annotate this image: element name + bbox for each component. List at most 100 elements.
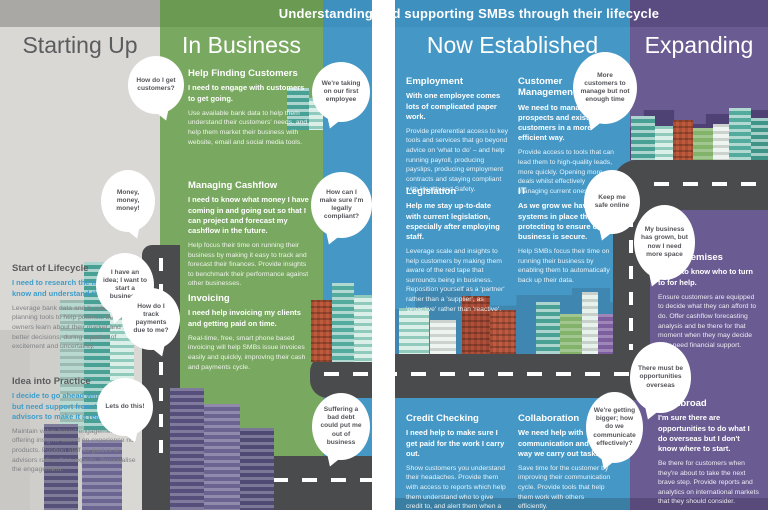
section-need: I need help invoicing my clients and get… (188, 308, 301, 328)
building (693, 128, 713, 160)
bubble-text: More customers to manage but not enough … (580, 71, 630, 104)
bubble-text: I have an idea; I want to start a busine… (103, 268, 147, 301)
section-body: Show customers you understand their head… (406, 464, 506, 510)
section-body: Maintain value-based engagement, offerin… (12, 427, 136, 474)
section-body: Leverage scale and insights to help cust… (406, 247, 505, 313)
section-it: IT As we grow we have more systems in pl… (518, 186, 614, 285)
section-heading: Employment (406, 76, 464, 87)
section-need: I need to research the market so I know … (12, 278, 137, 298)
section-need: I'm sure there are opportunities to do w… (658, 413, 750, 453)
section-idea-into-practice: Idea into Practice I decide to go ahead … (12, 376, 140, 475)
section-customer-management: Customer Management We need to manage ne… (518, 76, 614, 196)
bubble-text: Suffering a bad debt could put me out of… (320, 405, 362, 446)
building (82, 440, 122, 510)
speech-bubble: How do I track payments due to me? (122, 288, 180, 350)
section-body: Provide preferential access to key tools… (406, 127, 509, 193)
road-dashes (654, 182, 768, 186)
section-body: Help SMBs focus their time on running th… (518, 247, 610, 284)
column-title-in-business: In Business (182, 32, 301, 58)
building (729, 108, 751, 160)
bubble-text: How do I track payments due to me? (133, 302, 169, 335)
building (311, 300, 332, 362)
bubble-text: We're getting bigger; how do we communic… (593, 406, 636, 447)
building (240, 428, 274, 510)
section-help-finding-customers: Help Finding Customers I need to engage … (188, 68, 310, 147)
building (354, 295, 372, 362)
section-need: We need help with communication and the … (518, 428, 603, 458)
building (673, 120, 693, 160)
section-heading: IT (518, 186, 527, 197)
bubble-text: How do I get customers? (136, 76, 176, 92)
section-managing-cashflow: Managing Cashflow I need to know what mo… (188, 180, 312, 289)
section-need: Help me stay up-to-date with current leg… (406, 201, 500, 241)
section-need: With one employee comes lots of complica… (406, 91, 501, 121)
speech-bubble: More customers to manage but not enough … (573, 52, 637, 124)
section-need: We need to manage new prospects and exis… (518, 102, 605, 143)
section-heading: Customer Management (518, 76, 577, 99)
building (332, 283, 354, 362)
road-dashes (159, 258, 163, 458)
section-employment: Employment With one employee comes lots … (406, 76, 508, 194)
speech-bubble: There must be opportunities overseas (630, 342, 691, 413)
building (713, 124, 729, 160)
bubble-text: Keep me safe online (594, 193, 630, 209)
building (751, 118, 768, 160)
section-body: Help focus their time on running their b… (188, 241, 309, 288)
road-dashes (186, 478, 386, 482)
building (536, 302, 560, 354)
bubble-text: Lets do this! (105, 402, 145, 410)
title-bar-green (160, 0, 323, 27)
building (204, 404, 240, 510)
building (560, 314, 582, 354)
section-need: I need help to make sure I get paid for … (406, 428, 505, 458)
section-heading: Start of Lifecycle (12, 263, 89, 274)
section-need: I need to know who to turn to for help. (658, 267, 753, 287)
speech-bubble: Money, money, money! (101, 170, 155, 232)
title-bar-purple (630, 0, 768, 27)
building (170, 388, 204, 510)
section-invoicing: Invoicing I need help invoicing my clien… (188, 293, 312, 372)
bubble-text: How can I make sure I'm legally complian… (319, 188, 364, 221)
section-body: Real-time, free, smart phone based invoi… (188, 334, 306, 371)
building (490, 310, 516, 354)
section-body: Provide access to tools that can lead th… (518, 149, 614, 195)
building (582, 292, 598, 354)
section-go-abroad: Go Abroad I'm sure there are opportuniti… (658, 398, 760, 507)
title-bar-gray (0, 0, 160, 27)
title-bar-blue (395, 0, 630, 27)
road-dashes (324, 372, 638, 376)
poster-title: Understanding and supporting SMBs throug… (278, 6, 660, 21)
speech-bubble: How can I make sure I'm legally complian… (311, 172, 372, 238)
section-heading: Managing Cashflow (188, 180, 278, 191)
section-body: Use available bank data to help them und… (188, 109, 308, 146)
section-heading: Invoicing (188, 293, 230, 304)
title-bar-blue-left (323, 0, 372, 27)
section-heading: Legislation (406, 186, 457, 197)
speech-bubble: My business has grown, but now I need mo… (634, 205, 695, 280)
bubble-text: We're taking on our first employee (321, 79, 361, 104)
section-legislation: Legislation Help me stay up-to-date with… (406, 186, 508, 314)
speech-bubble: We're getting bigger; how do we communic… (586, 392, 643, 463)
section-heading: Collaboration (518, 413, 580, 424)
speech-bubble: We're taking on our first employee (312, 62, 370, 122)
building (399, 308, 429, 354)
building (631, 116, 655, 160)
building (44, 424, 78, 510)
speech-bubble: Lets do this! (97, 378, 153, 436)
building (655, 126, 673, 160)
section-body: Save time for the customer by improving … (518, 464, 611, 510)
column-title-expanding: Expanding (644, 32, 754, 58)
building (430, 320, 456, 354)
speech-bubble: Keep me safe online (584, 170, 640, 234)
section-heading: Help Finding Customers (188, 68, 298, 79)
section-heading: Credit Checking (406, 413, 479, 424)
building (60, 300, 84, 432)
section-credit-checking: Credit Checking I need help to make sure… (406, 413, 510, 510)
speech-bubble: How do I get customers? (128, 56, 184, 114)
section-need: I need to engage with customers to get g… (188, 83, 305, 103)
bubble-text: There must be opportunities overseas (637, 365, 684, 389)
bottom-band-purple (630, 498, 768, 510)
section-start-of-lifecycle: Start of Lifecycle I need to research th… (12, 263, 140, 352)
section-need: I decide to go ahead with the idea but n… (12, 391, 132, 421)
